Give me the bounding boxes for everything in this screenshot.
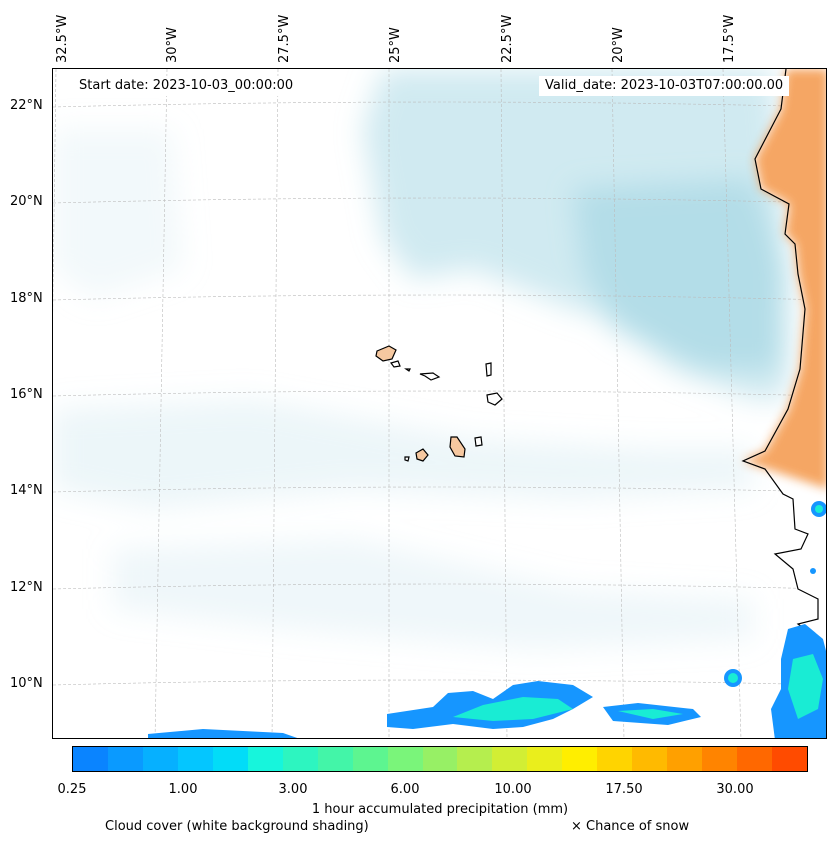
lat-label-16n: 16°N xyxy=(10,387,43,402)
island-sao-vicente xyxy=(389,360,401,368)
island-santo-antao xyxy=(375,345,397,362)
colorbar-segment xyxy=(737,747,773,771)
island-boa-vista xyxy=(486,392,503,406)
colorbar-segment xyxy=(282,747,318,771)
precip-cell-coast-dot xyxy=(810,568,816,574)
cape-verde-islands xyxy=(375,345,503,462)
colorbar-label: 1 hour accumulated precipitation (mm) xyxy=(311,802,569,817)
precip-cell-small-east-core xyxy=(728,673,738,683)
lat-label-20n: 20°N xyxy=(10,194,43,209)
island-brava xyxy=(404,456,410,462)
colorbar-tick-3-00: 3.00 xyxy=(278,782,308,797)
map-panel[interactable] xyxy=(52,68,827,739)
cloud-west xyxy=(53,129,183,299)
colorbar-segment xyxy=(632,747,668,771)
colorbar-segment xyxy=(562,747,598,771)
colorbar-tick-1-00: 1.00 xyxy=(168,782,198,797)
colorbar-segment xyxy=(107,747,143,771)
valid-date-label: Valid_date: 2023-10-03T07:00:00.00 xyxy=(539,76,790,96)
colorbar-segment xyxy=(177,747,213,771)
precip-cell-east-band-core xyxy=(618,709,683,719)
cloud-cover-layer xyxy=(53,69,788,649)
lon-label-30w: 30°W xyxy=(165,27,180,63)
cloud-cover-note: Cloud cover (white background shading) xyxy=(105,819,369,834)
colorbar-tick-0-25: 0.25 xyxy=(57,782,87,797)
colorbar-segment xyxy=(422,747,458,771)
precip-cell-coast-north-core xyxy=(815,505,823,513)
cloud-core xyxy=(573,179,788,369)
lat-label-14n: 14°N xyxy=(10,483,43,498)
island-fogo xyxy=(415,448,429,462)
sahara-land-shading xyxy=(743,69,826,489)
lon-label-22-5w: 22.5°W xyxy=(500,14,515,63)
start-date-label: Start date: 2023-10-03_00:00:00 xyxy=(73,76,300,96)
africa-coastline xyxy=(741,69,819,640)
lon-label-20w: 20°W xyxy=(611,27,626,63)
colorbar-segment xyxy=(492,747,528,771)
map-canvas xyxy=(53,69,826,738)
colorbar-segment xyxy=(702,747,738,771)
lon-label-27-5w: 27.5°W xyxy=(277,14,292,63)
colorbar-segment xyxy=(667,747,703,771)
island-santiago xyxy=(449,436,466,458)
colorbar-segment xyxy=(247,747,283,771)
colorbar-segment xyxy=(387,747,423,771)
colorbar-segment xyxy=(772,747,808,771)
island-maio xyxy=(474,436,483,447)
lon-label-17-5w: 17.5°W xyxy=(722,14,737,63)
lon-label-32-5w: 32.5°W xyxy=(55,14,70,63)
cloud-band-south xyxy=(113,539,753,649)
colorbar-segment xyxy=(457,747,493,771)
colorbar-segment xyxy=(527,747,563,771)
island-sal xyxy=(485,362,492,377)
island-sao-nicolau xyxy=(419,372,441,381)
lat-label-22n: 22°N xyxy=(10,98,43,113)
snow-chance-note: × Chance of snow xyxy=(571,819,690,834)
lat-label-10n: 10°N xyxy=(10,676,43,691)
lon-label-25w: 25°W xyxy=(388,27,403,63)
colorbar-tick-6-00: 6.00 xyxy=(390,782,420,797)
colorbar-segment xyxy=(317,747,353,771)
graticule xyxy=(53,69,826,738)
colorbar-segment xyxy=(73,747,108,771)
colorbar-segment xyxy=(352,747,388,771)
colorbar-segment xyxy=(212,747,248,771)
precip-cell-south-band-core xyxy=(453,697,573,721)
cloud-band-mid xyxy=(53,399,753,509)
colorbar-segment xyxy=(142,747,178,771)
colorbar-tick-10-00: 10.00 xyxy=(494,782,532,797)
precip-cell-southwest xyxy=(148,729,298,738)
lat-label-18n: 18°N xyxy=(10,291,43,306)
colorbar-tick-17-50: 17.50 xyxy=(605,782,643,797)
lat-label-12n: 12°N xyxy=(10,580,43,595)
island-santa-luzia xyxy=(404,368,411,372)
precip-cell-coast-south-core xyxy=(788,654,823,719)
precipitation-layer xyxy=(148,501,826,738)
colorbar-segment xyxy=(597,747,633,771)
colorbar-tick-30-00: 30.00 xyxy=(716,782,754,797)
precipitation-colorbar xyxy=(72,746,808,772)
